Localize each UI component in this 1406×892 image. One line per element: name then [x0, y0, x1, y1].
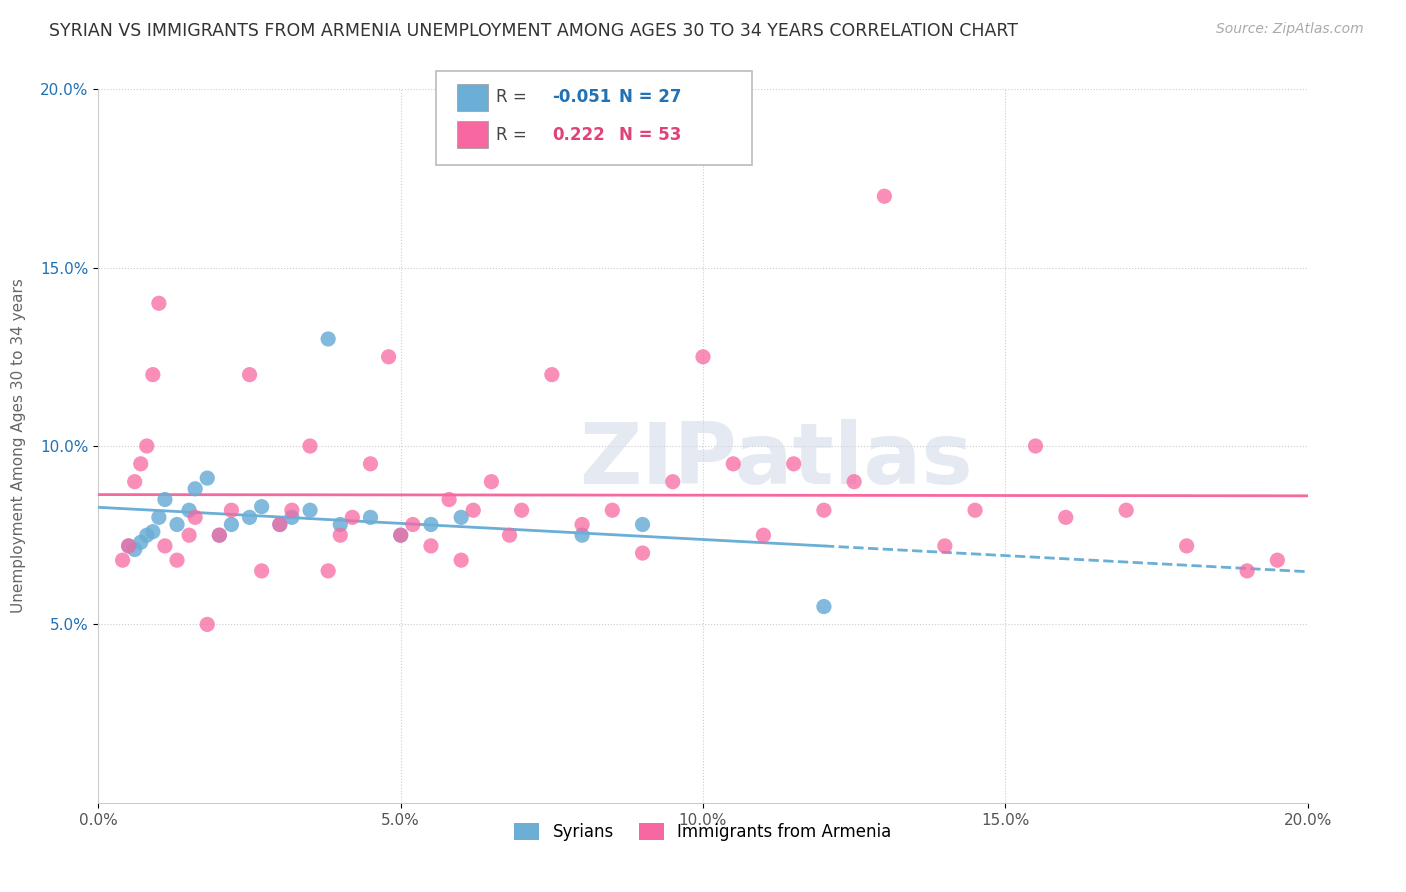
Point: [571, 528, 593, 542]
Point: [221, 517, 243, 532]
Text: SYRIAN VS IMMIGRANTS FROM ARMENIA UNEMPLOYMENT AMONG AGES 30 TO 34 YEARS CORRELA: SYRIAN VS IMMIGRANTS FROM ARMENIA UNEMPL…: [49, 22, 1018, 40]
Point: [148, 510, 170, 524]
Point: [481, 475, 503, 489]
Point: [148, 296, 170, 310]
Text: ZIPatlas: ZIPatlas: [579, 418, 973, 502]
Point: [135, 528, 157, 542]
Point: [208, 528, 231, 542]
Point: [450, 553, 472, 567]
Point: [437, 492, 460, 507]
Point: [402, 517, 425, 532]
Point: [129, 457, 152, 471]
Text: Source: ZipAtlas.com: Source: ZipAtlas.com: [1216, 22, 1364, 37]
Point: [463, 503, 485, 517]
Point: [142, 368, 165, 382]
Point: [420, 539, 443, 553]
Point: [184, 510, 207, 524]
Point: [540, 368, 562, 382]
Point: [250, 564, 273, 578]
Point: [510, 503, 533, 517]
Text: 0.222: 0.222: [553, 126, 606, 144]
Text: R =: R =: [496, 88, 533, 106]
Point: [316, 564, 339, 578]
Point: [142, 524, 165, 539]
Point: [692, 350, 714, 364]
Point: [873, 189, 896, 203]
Point: [281, 510, 304, 524]
Point: [1054, 510, 1077, 524]
Point: [166, 517, 188, 532]
Point: [329, 517, 352, 532]
Point: [195, 617, 218, 632]
Text: N = 27: N = 27: [619, 88, 681, 106]
Point: [118, 539, 141, 553]
Point: [360, 510, 382, 524]
Text: R =: R =: [496, 126, 533, 144]
Y-axis label: Unemployment Among Ages 30 to 34 years: Unemployment Among Ages 30 to 34 years: [11, 278, 27, 614]
Point: [316, 332, 339, 346]
Point: [299, 439, 322, 453]
Point: [124, 475, 146, 489]
Point: [221, 503, 243, 517]
Point: [602, 503, 624, 517]
Point: [571, 517, 593, 532]
Point: [153, 492, 176, 507]
Point: [420, 517, 443, 532]
Point: [184, 482, 207, 496]
Point: [723, 457, 745, 471]
Point: [661, 475, 683, 489]
Text: -0.051: -0.051: [553, 88, 612, 106]
Point: [111, 553, 134, 567]
Point: [1236, 564, 1258, 578]
Point: [179, 528, 201, 542]
Point: [1024, 439, 1046, 453]
Point: [166, 553, 188, 567]
Point: [783, 457, 806, 471]
Point: [124, 542, 146, 557]
Point: [239, 510, 262, 524]
Point: [389, 528, 412, 542]
Point: [329, 528, 352, 542]
Point: [129, 535, 152, 549]
Point: [631, 517, 654, 532]
Legend: Syrians, Immigrants from Armenia: Syrians, Immigrants from Armenia: [508, 816, 898, 848]
Point: [269, 517, 291, 532]
Point: [450, 510, 472, 524]
Point: [342, 510, 364, 524]
Point: [844, 475, 866, 489]
Point: [1267, 553, 1289, 567]
Point: [239, 368, 262, 382]
Point: [135, 439, 157, 453]
Point: [118, 539, 141, 553]
Point: [1115, 503, 1137, 517]
Point: [813, 599, 835, 614]
Point: [269, 517, 291, 532]
Point: [250, 500, 273, 514]
Point: [377, 350, 399, 364]
Point: [153, 539, 176, 553]
Text: N = 53: N = 53: [619, 126, 681, 144]
Point: [360, 457, 382, 471]
Point: [631, 546, 654, 560]
Point: [934, 539, 956, 553]
Point: [195, 471, 218, 485]
Point: [498, 528, 520, 542]
Point: [208, 528, 231, 542]
Point: [281, 503, 304, 517]
Point: [299, 503, 322, 517]
Point: [389, 528, 412, 542]
Point: [965, 503, 987, 517]
Point: [813, 503, 835, 517]
Point: [179, 503, 201, 517]
Point: [752, 528, 775, 542]
Point: [1175, 539, 1198, 553]
